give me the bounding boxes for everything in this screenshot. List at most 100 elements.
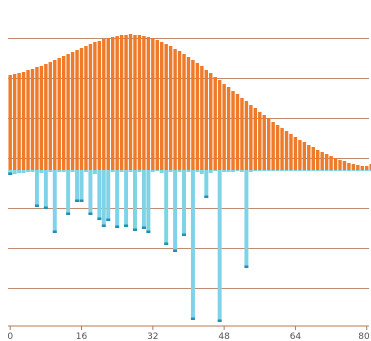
bar-series-a bbox=[351, 164, 356, 170]
bar-series-b bbox=[79, 170, 84, 202]
bar-series-a bbox=[155, 40, 159, 170]
bar-series-a bbox=[102, 39, 106, 170]
bar-series-a bbox=[231, 91, 235, 170]
bar-series-b bbox=[369, 170, 371, 171]
bar-series-b-tip bbox=[146, 230, 151, 233]
bar-series-a bbox=[12, 74, 17, 170]
bar-series-b bbox=[146, 170, 151, 233]
bar-series-a bbox=[137, 35, 142, 170]
bar-series-b bbox=[302, 170, 307, 171]
bar-series-a bbox=[186, 57, 191, 170]
x-tick-label: 64 bbox=[290, 332, 302, 341]
bar-series-b bbox=[21, 170, 26, 173]
bar-series-a bbox=[110, 37, 115, 170]
bar-series-b bbox=[208, 170, 213, 173]
bar-series-b bbox=[12, 170, 17, 174]
bar-series-b bbox=[164, 170, 169, 245]
bar-series-b-tip bbox=[173, 249, 178, 252]
bar-series-a bbox=[289, 134, 293, 170]
bar-series-a bbox=[365, 166, 369, 170]
bar-series-b-tip bbox=[101, 224, 106, 227]
bar-series-a bbox=[106, 38, 110, 170]
bar-series-b-tip bbox=[106, 218, 111, 221]
bar-series-b-tip bbox=[124, 224, 129, 227]
bar-series-a bbox=[275, 125, 280, 170]
bar-series-b bbox=[306, 170, 311, 171]
bar-series-a bbox=[302, 142, 307, 170]
bar-series-b-tip bbox=[244, 265, 249, 268]
bar-series-a bbox=[133, 35, 137, 170]
bar-series-a bbox=[168, 46, 173, 170]
bar-series-b-tip bbox=[115, 225, 120, 228]
bar-series-a bbox=[320, 152, 324, 170]
bar-series-a bbox=[182, 54, 186, 170]
bar-series-b bbox=[39, 170, 44, 173]
bar-series-a bbox=[209, 73, 213, 170]
bar-series-a bbox=[369, 164, 371, 170]
bar-series-a bbox=[115, 36, 119, 170]
bar-series-a bbox=[177, 51, 182, 170]
bar-series-b bbox=[70, 170, 75, 172]
bar-series-a bbox=[39, 66, 44, 170]
bar-series-b-tip bbox=[34, 204, 39, 207]
bar-series-b-tip bbox=[141, 226, 146, 229]
bar-series-b bbox=[110, 170, 115, 172]
bar-series-b-tip bbox=[79, 199, 84, 202]
bar-series-b-tip bbox=[75, 199, 80, 202]
bar-series-b bbox=[88, 170, 93, 215]
bar-series-a bbox=[226, 87, 231, 170]
bar-series-a bbox=[61, 56, 66, 170]
bar-series-b-tip bbox=[133, 228, 137, 231]
bar-series-a bbox=[57, 58, 61, 170]
bar-series-b bbox=[92, 170, 97, 174]
bar-series-a bbox=[200, 66, 204, 170]
bar-series-b bbox=[83, 170, 88, 172]
bar-series-b-tip bbox=[204, 195, 209, 198]
bar-series-b bbox=[48, 170, 53, 172]
bar-series-b bbox=[61, 170, 66, 172]
bar-series-a bbox=[316, 150, 320, 170]
bar-series-a bbox=[217, 80, 222, 170]
bar-series-a bbox=[84, 46, 88, 170]
bar-series-b bbox=[244, 170, 249, 268]
bar-series-b bbox=[199, 170, 204, 174]
bar-series-b bbox=[150, 170, 155, 172]
bar-series-b bbox=[97, 170, 102, 220]
bar-series-b bbox=[155, 170, 160, 171]
bar-series-a bbox=[222, 84, 226, 170]
bar-series-a bbox=[30, 69, 35, 170]
bar-series-b-tip bbox=[164, 242, 169, 245]
bar-series-b bbox=[186, 170, 191, 172]
bar-series-b bbox=[173, 170, 178, 252]
bar-series-a bbox=[8, 75, 12, 170]
bar-series-b bbox=[262, 170, 267, 171]
bar-series-a bbox=[173, 49, 177, 170]
bar-series-a bbox=[347, 163, 351, 170]
bar-series-b bbox=[57, 170, 62, 172]
bar-series-a bbox=[356, 165, 360, 170]
bar-series-b bbox=[101, 170, 106, 227]
bar-series-b bbox=[124, 170, 129, 227]
bar-series-b bbox=[119, 170, 124, 172]
bar-series-b bbox=[177, 170, 182, 172]
bar-series-b bbox=[248, 170, 253, 172]
bar-series-b bbox=[213, 170, 218, 171]
bar-series-a bbox=[97, 41, 102, 170]
series-b-bars bbox=[8, 170, 371, 322]
bar-series-b bbox=[34, 170, 39, 207]
bar-series-a bbox=[164, 44, 168, 170]
bar-series-a bbox=[119, 35, 124, 170]
bar-series-b bbox=[137, 170, 142, 172]
bar-series-b bbox=[26, 170, 31, 172]
bar-series-a bbox=[298, 140, 302, 170]
bar-series-b-tip bbox=[88, 212, 93, 215]
bar-series-b bbox=[159, 170, 164, 173]
bar-series-b bbox=[297, 170, 302, 171]
bar-series-b-tip bbox=[52, 230, 57, 233]
bar-series-b bbox=[253, 170, 258, 171]
bar-series-a bbox=[124, 35, 128, 170]
x-tick-label: 0 bbox=[7, 332, 13, 341]
x-axis: 0 16 32 48 64 80 bbox=[7, 325, 370, 341]
bar-series-b bbox=[280, 170, 285, 171]
x-tick-label: 32 bbox=[147, 332, 158, 341]
